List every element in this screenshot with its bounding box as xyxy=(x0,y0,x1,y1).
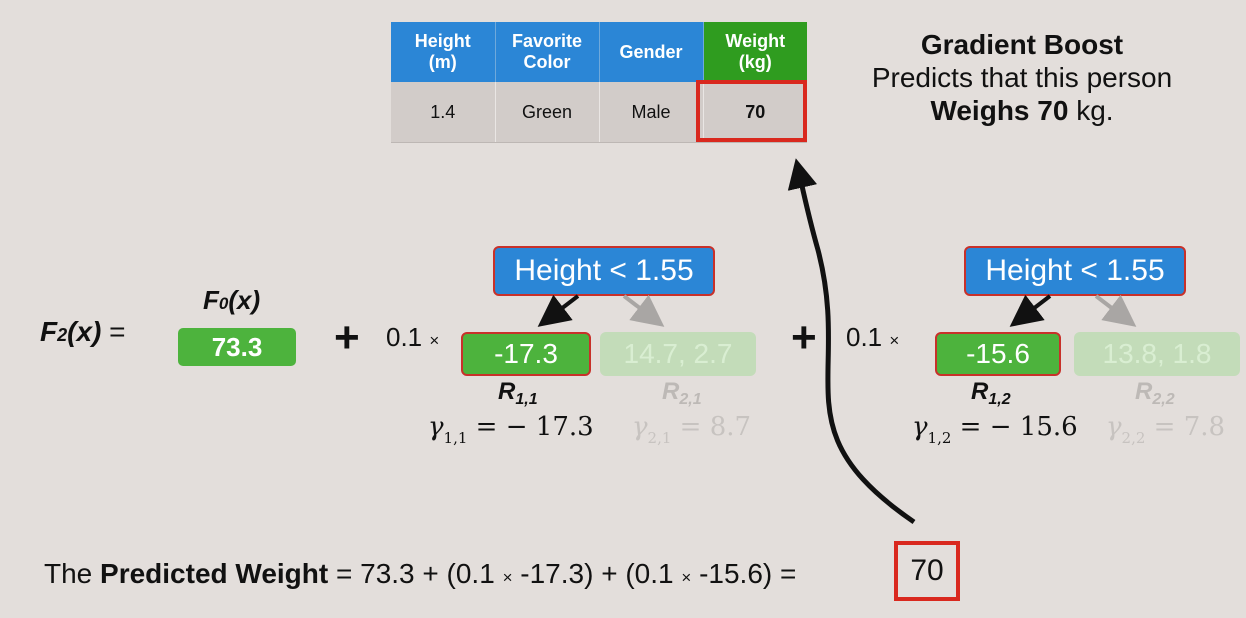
f0-label: F0(x) xyxy=(203,285,261,315)
region-label: R2,2 xyxy=(1135,378,1175,408)
region-label: R1,2 xyxy=(971,378,1011,408)
learning-rate: 0.1 × xyxy=(846,322,900,352)
tree-1-right-leaf: 14.7, 2.7 xyxy=(600,332,756,376)
data-table: Height (m) Favorite Color Gender Weight (kg… xyxy=(391,22,807,143)
gamma-value: γ1,1 = − 17.3 xyxy=(428,412,594,447)
tree-2-root-node: Height < 1.55 xyxy=(964,246,1186,296)
learning-rate: 0.1 × xyxy=(386,322,440,352)
summary-bold: Weighs 70 xyxy=(930,95,1069,126)
predicted-weight-result: 70 xyxy=(894,541,960,601)
region-label: R2,1 xyxy=(662,378,702,408)
prediction-summary: Gradient Boost Predicts that this person… xyxy=(830,28,1214,127)
cell-gender: Male xyxy=(599,82,704,143)
gamma-value: γ2,2 = 7.8 xyxy=(1106,412,1226,447)
header-weight: Weight (kg) xyxy=(703,22,807,82)
summary-result-line: Weighs 70 kg. xyxy=(830,94,1214,127)
tree-2-left-leaf: -15.6 xyxy=(935,332,1061,376)
cell-weight: 70 xyxy=(703,82,807,143)
summary-unit: kg. xyxy=(1068,95,1114,126)
region-label: R1,1 xyxy=(498,378,538,408)
curved-arrow-icon xyxy=(787,158,916,525)
arrow-icon xyxy=(537,294,580,327)
plus-sign: + xyxy=(334,313,360,362)
tree-1-left-leaf: -17.3 xyxy=(461,332,591,376)
gamma-value: γ1,2 = − 15.6 xyxy=(912,412,1078,447)
plus-sign: + xyxy=(791,313,817,362)
arrow-icon xyxy=(1009,294,1052,327)
tree-1-root-node: Height < 1.55 xyxy=(493,246,715,296)
gamma-value: γ2,1 = 8.7 xyxy=(632,412,752,447)
cell-height: 1.4 xyxy=(391,82,496,143)
cell-favorite-color: Green xyxy=(495,82,600,143)
arrow-icon xyxy=(1094,294,1137,327)
arrow-icon xyxy=(622,294,665,327)
summary-title: Gradient Boost xyxy=(920,29,1124,60)
header-height: Height (m) xyxy=(391,22,496,82)
predicted-weight-equation: The Predicted Weight = 73.3 + (0.1 × -17… xyxy=(44,558,797,589)
table-row: 1.4 Green Male 70 xyxy=(391,82,807,143)
table-header-row: Height (m) Favorite Color Gender Weight (kg… xyxy=(391,22,807,82)
summary-line: Predicts that this person xyxy=(871,62,1173,93)
tree-2-right-leaf: 13.8, 1.8 xyxy=(1074,332,1240,376)
weight-highlight-box xyxy=(696,80,807,142)
initial-prediction-box: 73.3 xyxy=(178,328,296,366)
header-favorite-color: Favorite Color xyxy=(495,22,600,82)
f2-label: F2(x) = xyxy=(40,316,126,347)
header-gender: Gender xyxy=(599,22,704,82)
